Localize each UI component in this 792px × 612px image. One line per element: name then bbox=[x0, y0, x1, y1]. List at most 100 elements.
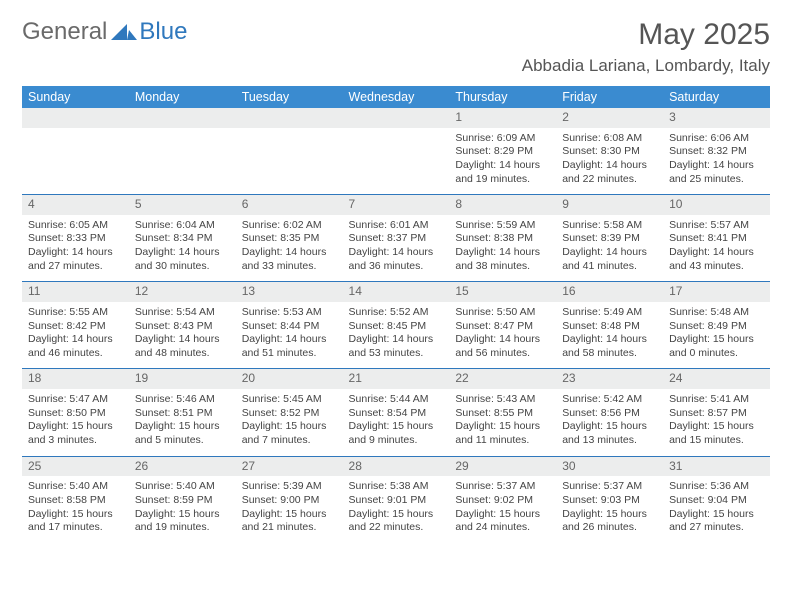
calendar-week-row: 11Sunrise: 5:55 AMSunset: 8:42 PMDayligh… bbox=[22, 282, 770, 369]
day-detail-line: and 15 minutes. bbox=[669, 434, 764, 448]
day-detail-line: Sunset: 8:39 PM bbox=[562, 232, 657, 246]
day-details: Sunrise: 6:09 AMSunset: 8:29 PMDaylight:… bbox=[449, 128, 556, 195]
day-detail-line: Sunset: 8:50 PM bbox=[28, 407, 123, 421]
calendar-day-cell: 4Sunrise: 6:05 AMSunset: 8:33 PMDaylight… bbox=[22, 195, 129, 282]
day-detail-line: and 24 minutes. bbox=[455, 521, 550, 535]
day-detail-line: Daylight: 14 hours bbox=[28, 333, 123, 347]
day-number: 24 bbox=[663, 369, 770, 389]
day-details: Sunrise: 5:37 AMSunset: 9:02 PMDaylight:… bbox=[449, 476, 556, 543]
day-detail-line: Sunrise: 6:01 AM bbox=[349, 219, 444, 233]
day-detail-line: Sunset: 8:49 PM bbox=[669, 320, 764, 334]
day-details: Sunrise: 5:48 AMSunset: 8:49 PMDaylight:… bbox=[663, 302, 770, 369]
day-details: Sunrise: 5:50 AMSunset: 8:47 PMDaylight:… bbox=[449, 302, 556, 369]
day-number: 20 bbox=[236, 369, 343, 389]
day-detail-line: Sunset: 8:57 PM bbox=[669, 407, 764, 421]
day-detail-line: Sunrise: 5:38 AM bbox=[349, 480, 444, 494]
calendar-day-cell: 1Sunrise: 6:09 AMSunset: 8:29 PMDaylight… bbox=[449, 108, 556, 195]
day-details: Sunrise: 5:43 AMSunset: 8:55 PMDaylight:… bbox=[449, 389, 556, 456]
day-details bbox=[236, 128, 343, 194]
day-detail-line: Sunset: 8:42 PM bbox=[28, 320, 123, 334]
brand-logo: General Blue bbox=[22, 18, 187, 46]
day-number: 26 bbox=[129, 457, 236, 477]
day-detail-line: and 51 minutes. bbox=[242, 347, 337, 361]
day-detail-line: Sunrise: 5:50 AM bbox=[455, 306, 550, 320]
calendar-day-cell: 19Sunrise: 5:46 AMSunset: 8:51 PMDayligh… bbox=[129, 369, 236, 456]
day-detail-line: Daylight: 14 hours bbox=[455, 159, 550, 173]
day-detail-line: Sunrise: 5:42 AM bbox=[562, 393, 657, 407]
day-detail-line: and 19 minutes. bbox=[455, 173, 550, 187]
day-detail-line: and 22 minutes. bbox=[562, 173, 657, 187]
day-number: 15 bbox=[449, 282, 556, 302]
day-detail-line: Sunrise: 5:36 AM bbox=[669, 480, 764, 494]
day-detail-line: Daylight: 15 hours bbox=[349, 508, 444, 522]
day-detail-line: Sunrise: 5:37 AM bbox=[562, 480, 657, 494]
day-number: 23 bbox=[556, 369, 663, 389]
day-details: Sunrise: 6:08 AMSunset: 8:30 PMDaylight:… bbox=[556, 128, 663, 195]
calendar-week-row: 25Sunrise: 5:40 AMSunset: 8:58 PMDayligh… bbox=[22, 456, 770, 543]
calendar-day-cell: 20Sunrise: 5:45 AMSunset: 8:52 PMDayligh… bbox=[236, 369, 343, 456]
day-detail-line: Sunrise: 6:02 AM bbox=[242, 219, 337, 233]
day-number: 12 bbox=[129, 282, 236, 302]
day-detail-line: Sunset: 9:00 PM bbox=[242, 494, 337, 508]
day-detail-line: Sunset: 8:47 PM bbox=[455, 320, 550, 334]
weekday-header: Sunday bbox=[22, 86, 129, 108]
weekday-header: Wednesday bbox=[343, 86, 450, 108]
day-number: 19 bbox=[129, 369, 236, 389]
day-number: 29 bbox=[449, 457, 556, 477]
day-detail-line: Sunset: 8:51 PM bbox=[135, 407, 230, 421]
day-details bbox=[22, 128, 129, 194]
weekday-header: Saturday bbox=[663, 86, 770, 108]
day-detail-line: Daylight: 15 hours bbox=[669, 420, 764, 434]
day-details: Sunrise: 6:05 AMSunset: 8:33 PMDaylight:… bbox=[22, 215, 129, 282]
day-details: Sunrise: 5:44 AMSunset: 8:54 PMDaylight:… bbox=[343, 389, 450, 456]
day-details: Sunrise: 5:57 AMSunset: 8:41 PMDaylight:… bbox=[663, 215, 770, 282]
day-number: 28 bbox=[343, 457, 450, 477]
day-detail-line: Daylight: 14 hours bbox=[669, 159, 764, 173]
day-details: Sunrise: 5:52 AMSunset: 8:45 PMDaylight:… bbox=[343, 302, 450, 369]
day-detail-line: Sunrise: 5:47 AM bbox=[28, 393, 123, 407]
day-detail-line: Daylight: 14 hours bbox=[349, 246, 444, 260]
day-detail-line: and 36 minutes. bbox=[349, 260, 444, 274]
day-details: Sunrise: 5:47 AMSunset: 8:50 PMDaylight:… bbox=[22, 389, 129, 456]
location-text: Abbadia Lariana, Lombardy, Italy bbox=[522, 56, 770, 76]
calendar-day-cell bbox=[22, 108, 129, 195]
day-detail-line: and 41 minutes. bbox=[562, 260, 657, 274]
day-details: Sunrise: 6:02 AMSunset: 8:35 PMDaylight:… bbox=[236, 215, 343, 282]
day-detail-line: Sunrise: 5:40 AM bbox=[28, 480, 123, 494]
day-number: 22 bbox=[449, 369, 556, 389]
day-detail-line: and 7 minutes. bbox=[242, 434, 337, 448]
calendar-day-cell: 18Sunrise: 5:47 AMSunset: 8:50 PMDayligh… bbox=[22, 369, 129, 456]
day-detail-line: and 26 minutes. bbox=[562, 521, 657, 535]
day-number: 27 bbox=[236, 457, 343, 477]
day-detail-line: Sunrise: 5:40 AM bbox=[135, 480, 230, 494]
day-detail-line: Daylight: 14 hours bbox=[562, 246, 657, 260]
calendar-day-cell: 5Sunrise: 6:04 AMSunset: 8:34 PMDaylight… bbox=[129, 195, 236, 282]
day-details: Sunrise: 5:40 AMSunset: 8:59 PMDaylight:… bbox=[129, 476, 236, 543]
day-detail-line: Daylight: 14 hours bbox=[562, 159, 657, 173]
day-number: 31 bbox=[663, 457, 770, 477]
day-detail-line: and 9 minutes. bbox=[349, 434, 444, 448]
day-detail-line: Sunrise: 5:49 AM bbox=[562, 306, 657, 320]
day-detail-line: Daylight: 14 hours bbox=[455, 333, 550, 347]
day-detail-line: Sunrise: 5:48 AM bbox=[669, 306, 764, 320]
day-detail-line: Daylight: 15 hours bbox=[455, 508, 550, 522]
calendar-day-cell: 16Sunrise: 5:49 AMSunset: 8:48 PMDayligh… bbox=[556, 282, 663, 369]
calendar-day-cell: 15Sunrise: 5:50 AMSunset: 8:47 PMDayligh… bbox=[449, 282, 556, 369]
calendar-day-cell: 25Sunrise: 5:40 AMSunset: 8:58 PMDayligh… bbox=[22, 456, 129, 543]
calendar-week-row: 18Sunrise: 5:47 AMSunset: 8:50 PMDayligh… bbox=[22, 369, 770, 456]
day-detail-line: Sunrise: 5:59 AM bbox=[455, 219, 550, 233]
day-number: 9 bbox=[556, 195, 663, 215]
day-number: 17 bbox=[663, 282, 770, 302]
day-detail-line: Sunset: 8:58 PM bbox=[28, 494, 123, 508]
day-detail-line: Daylight: 15 hours bbox=[135, 508, 230, 522]
day-detail-line: Sunset: 8:29 PM bbox=[455, 145, 550, 159]
day-detail-line: Sunrise: 5:44 AM bbox=[349, 393, 444, 407]
calendar-day-cell bbox=[236, 108, 343, 195]
day-detail-line: Daylight: 14 hours bbox=[562, 333, 657, 347]
day-detail-line: Sunrise: 6:04 AM bbox=[135, 219, 230, 233]
day-details: Sunrise: 5:59 AMSunset: 8:38 PMDaylight:… bbox=[449, 215, 556, 282]
day-detail-line: Daylight: 15 hours bbox=[669, 508, 764, 522]
day-details: Sunrise: 5:37 AMSunset: 9:03 PMDaylight:… bbox=[556, 476, 663, 543]
brand-text-blue: Blue bbox=[139, 18, 187, 46]
day-details: Sunrise: 6:01 AMSunset: 8:37 PMDaylight:… bbox=[343, 215, 450, 282]
